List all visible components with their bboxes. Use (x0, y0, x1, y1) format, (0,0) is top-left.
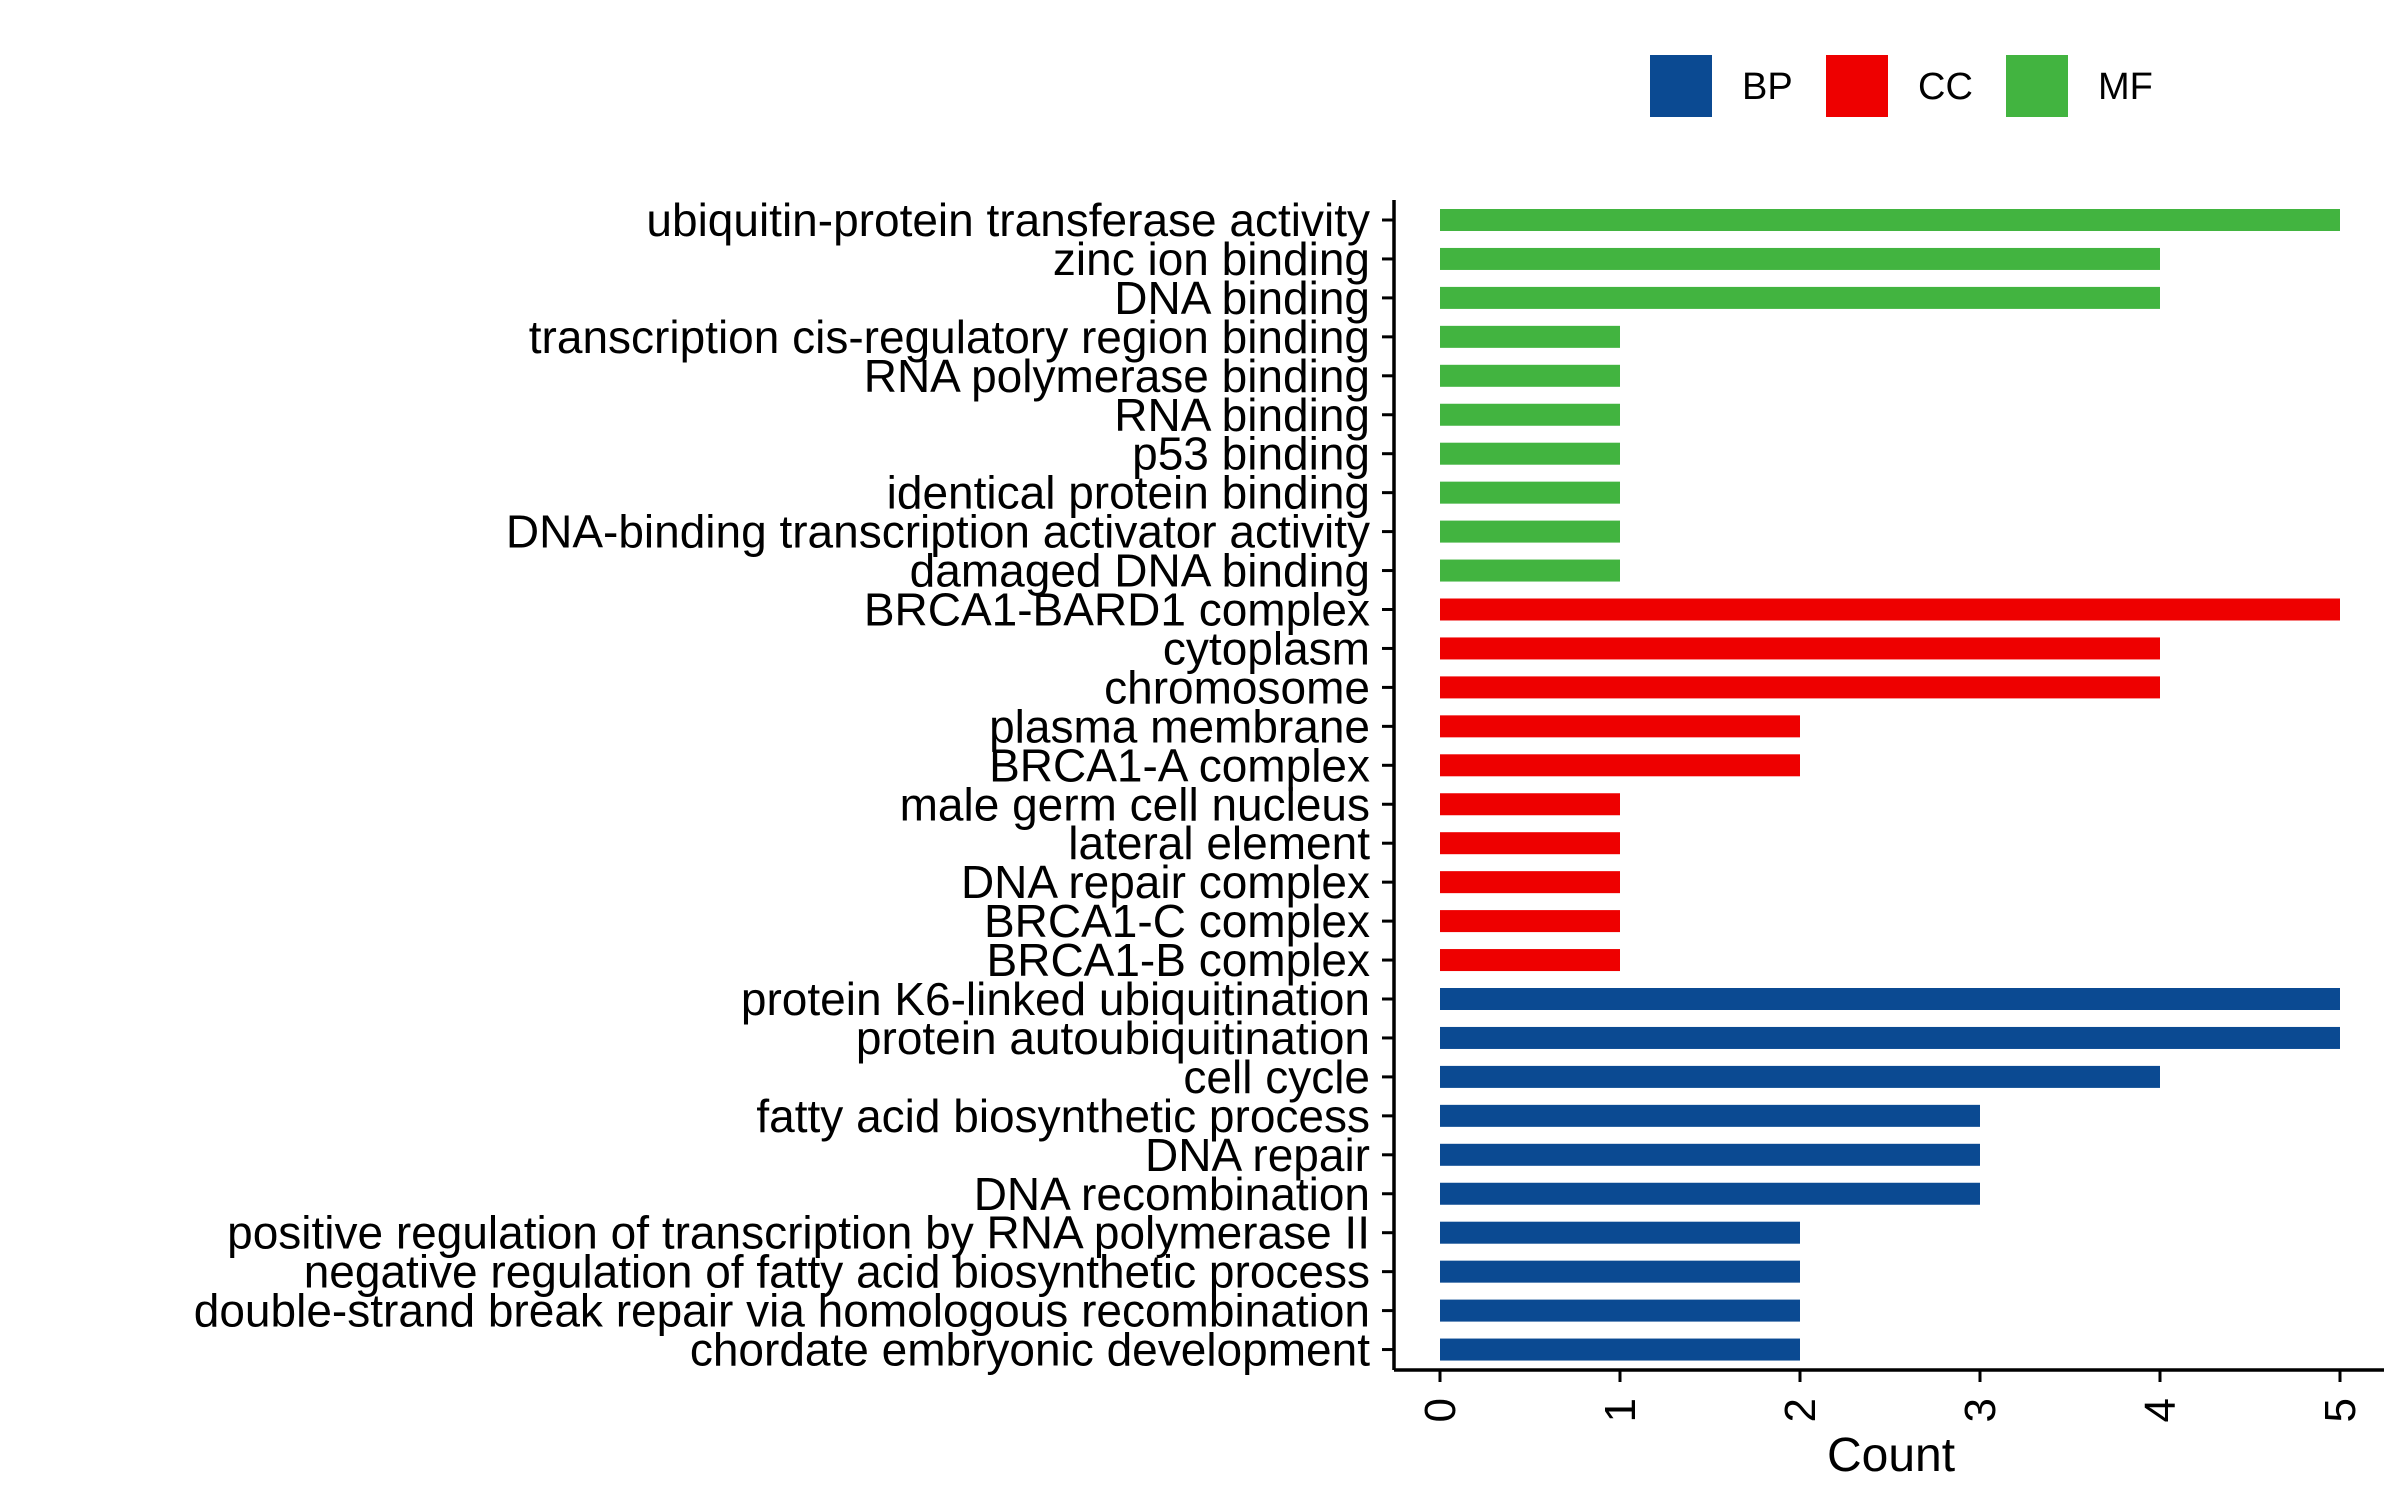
category-label: DNA recombination (974, 1168, 1370, 1220)
bar-7 (1440, 442, 1620, 465)
x-tick-label: 4 (2136, 1398, 2185, 1422)
bar-10 (1440, 559, 1620, 582)
bar-20 (1440, 949, 1620, 972)
x-tick-label: 1 (1596, 1398, 1645, 1422)
category-label: protein autoubiquitination (856, 1012, 1370, 1064)
bar-4 (1440, 325, 1620, 348)
x-tick-label: 0 (1416, 1398, 1465, 1422)
category-label: ubiquitin-protein transferase activity (646, 194, 1370, 246)
category-label: BRCA1-B complex (987, 934, 1370, 986)
bar-6 (1440, 403, 1620, 426)
bars-layer (1440, 209, 2340, 1361)
category-label: DNA repair (1145, 1129, 1370, 1181)
x-tick-label: 5 (2316, 1398, 2365, 1422)
bar-28 (1440, 1260, 1800, 1283)
legend-label-cc: CC (1918, 66, 1973, 108)
legend-swatch-cc (1826, 55, 1888, 117)
bar-21 (1440, 988, 2340, 1010)
category-label: fatty acid biosynthetic process (756, 1090, 1370, 1142)
category-label: DNA repair complex (961, 856, 1370, 908)
bar-15 (1440, 754, 1800, 777)
category-label: male germ cell nucleus (900, 778, 1370, 830)
bar-5 (1440, 364, 1620, 387)
bar-16 (1440, 793, 1620, 816)
category-label: RNA binding (1114, 389, 1370, 441)
category-labels: ubiquitin-protein transferase activityzi… (194, 194, 1370, 1376)
category-label: zinc ion binding (1053, 233, 1370, 285)
bar-22 (1440, 1026, 2340, 1049)
category-label: cell cycle (1183, 1051, 1370, 1103)
bar-30 (1440, 1338, 1800, 1361)
legend-label-bp: BP (1742, 66, 1793, 108)
category-label: BRCA1-A complex (989, 739, 1370, 791)
bar-11 (1440, 598, 2340, 621)
x-tick-label: 2 (1776, 1398, 1825, 1422)
bar-8 (1440, 481, 1620, 504)
bar-25 (1440, 1143, 1980, 1166)
bar-19 (1440, 910, 1620, 933)
bar-18 (1440, 871, 1620, 894)
category-label: p53 binding (1132, 428, 1370, 480)
bar-2 (1440, 247, 2160, 270)
bar-14 (1440, 715, 1800, 738)
bar-26 (1440, 1182, 1980, 1205)
legend: BP CC MF (1650, 55, 2153, 117)
legend-swatch-bp (1650, 55, 1712, 117)
bar-1 (1440, 209, 2340, 231)
legend-swatch-mf (2006, 55, 2068, 117)
bar-23 (1440, 1065, 2160, 1088)
legend-label-mf: MF (2098, 66, 2153, 108)
category-label: DNA binding (1114, 272, 1370, 324)
category-label: DNA-binding transcription activator acti… (506, 506, 1370, 558)
category-label: chordate embryonic development (690, 1324, 1370, 1376)
category-label: double-strand break repair via homologou… (194, 1285, 1370, 1337)
bar-12 (1440, 637, 2160, 660)
x-tick-labels: 0 1 2 3 4 5 (1416, 1398, 2365, 1422)
category-label: damaged DNA binding (910, 545, 1370, 597)
bar-3 (1440, 286, 2160, 309)
bar-24 (1440, 1104, 1980, 1127)
bar-9 (1440, 520, 1620, 543)
category-label: lateral element (1068, 817, 1370, 869)
category-label: negative regulation of fatty acid biosyn… (304, 1246, 1370, 1298)
category-label: protein K6-linked ubiquitination (741, 973, 1370, 1025)
category-label: BRCA1-BARD1 complex (864, 584, 1370, 636)
category-label: transcription cis-regulatory region bind… (529, 311, 1370, 363)
bar-27 (1440, 1221, 1800, 1244)
category-label: cytoplasm (1163, 622, 1370, 674)
category-label: positive regulation of transcription by … (227, 1207, 1370, 1259)
category-label: identical protein binding (887, 467, 1370, 519)
bar-17 (1440, 832, 1620, 855)
x-tick-label: 3 (1956, 1398, 2005, 1422)
bar-13 (1440, 676, 2160, 699)
category-label: RNA polymerase binding (864, 350, 1370, 402)
category-label: BRCA1-C complex (984, 895, 1370, 947)
axes (1382, 200, 2384, 1382)
bar-29 (1440, 1299, 1800, 1322)
category-label: plasma membrane (989, 700, 1370, 752)
category-label: chromosome (1104, 661, 1370, 713)
x-axis-title: Count (1827, 1429, 1955, 1482)
